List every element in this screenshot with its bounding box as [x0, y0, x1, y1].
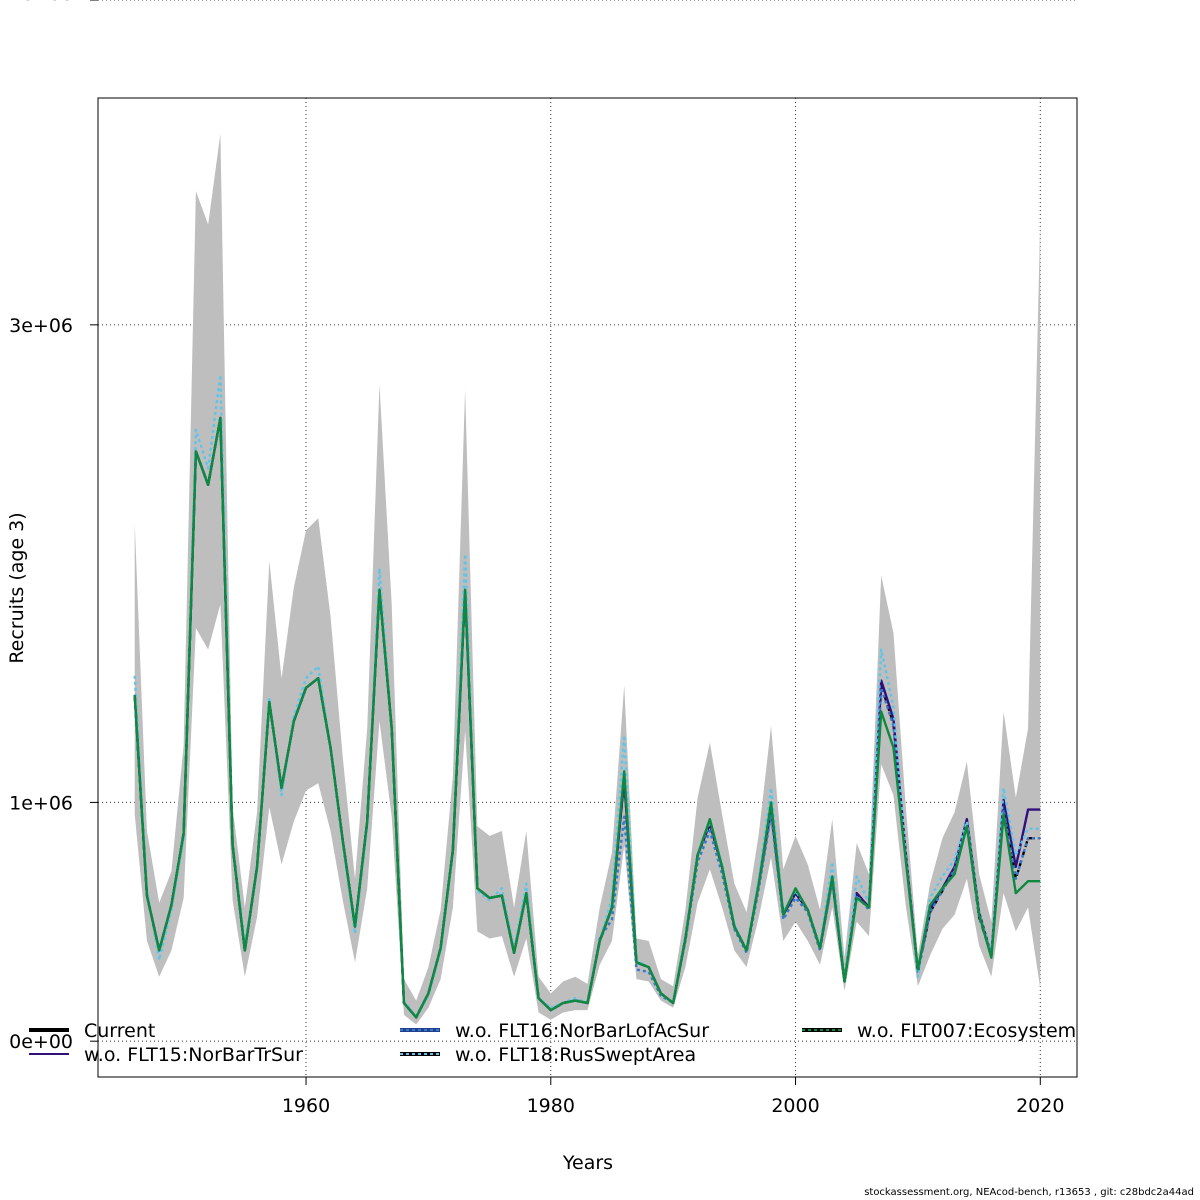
x-axis: 1960 1980 2000 2020	[282, 1077, 1064, 1117]
legend-label: w.o. FLT18:RusSweptArea	[455, 1044, 696, 1066]
legend-label: Current	[84, 1020, 155, 1042]
y-axis-title: Recruits (age 3)	[6, 512, 28, 663]
confidence-band-area	[134, 133, 1041, 1025]
series-lines	[133, 373, 1041, 1019]
series-line-w-o-flt007-ecosystem	[133, 416, 1041, 1019]
plot-frame	[97, 97, 1078, 1078]
confidence-band	[134, 133, 1041, 1025]
y-tick-label: 1e+06	[9, 792, 73, 814]
legend-label: w.o. FLT007:Ecosystem	[857, 1020, 1076, 1042]
y-tick-label: 2e+06	[9, 0, 73, 5]
x-axis-title: Years	[562, 1152, 613, 1174]
x-tick-label: 1980	[527, 1095, 575, 1117]
legend-label: w.o. FLT15:NorBarTrSur	[84, 1044, 303, 1066]
footer-credit: stockassessment.org, NEAcod-bench, r1365…	[864, 1187, 1194, 1198]
x-tick-label: 2020	[1016, 1095, 1064, 1117]
y-tick-label: 0e+00	[9, 1031, 73, 1053]
x-tick-label: 1960	[282, 1095, 330, 1117]
y-axis: 0e+00 1e+06 3e+06 2e+06	[9, 0, 98, 1053]
y-tick-label: 3e+06	[9, 315, 73, 337]
legend-label: w.o. FLT16:NorBarLofAcSur	[455, 1020, 709, 1042]
x-tick-label: 2000	[771, 1095, 819, 1117]
